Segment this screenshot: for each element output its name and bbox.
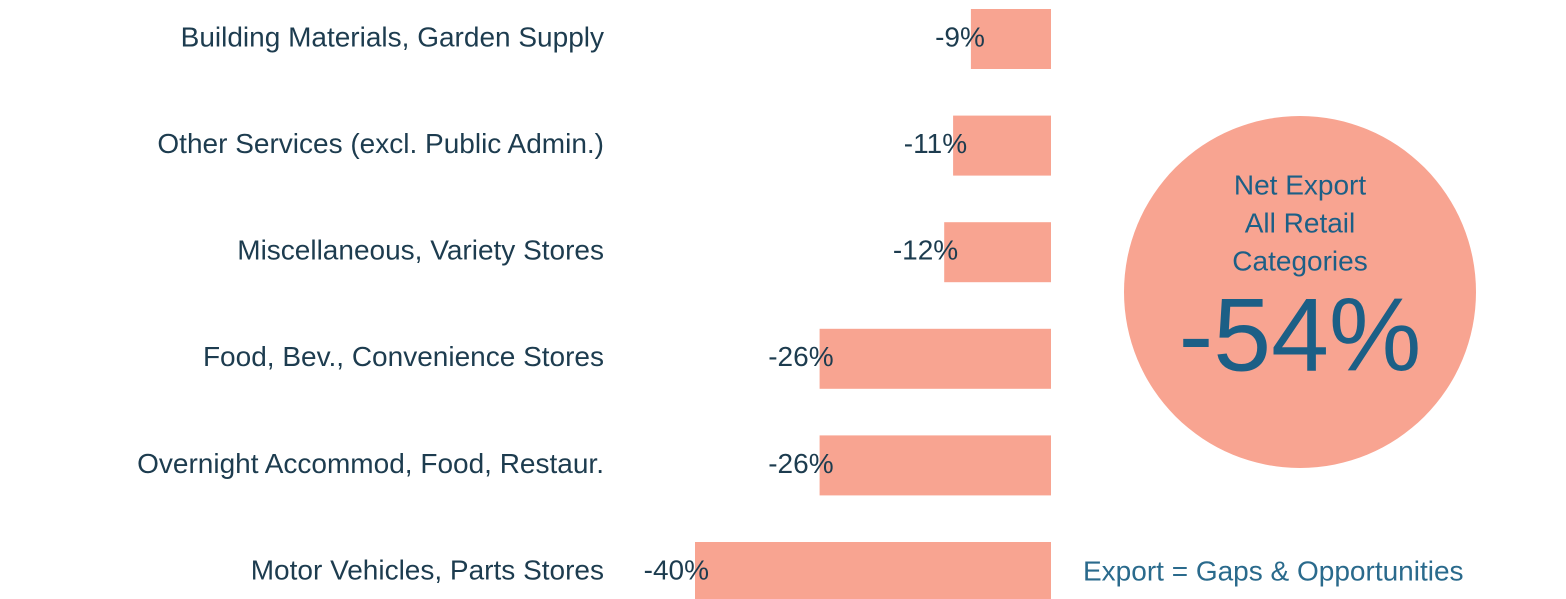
footnote: Export = Gaps & Opportunities <box>1083 555 1464 586</box>
value-label: -26% <box>768 448 833 479</box>
value-label: -40% <box>644 554 709 585</box>
value-label: -12% <box>893 235 958 266</box>
category-label: Food, Bev., Convenience Stores <box>203 341 604 372</box>
bar <box>953 115 1051 176</box>
bar <box>695 542 1051 599</box>
value-label: -9% <box>935 21 985 52</box>
category-label: Building Materials, Garden Supply <box>181 21 604 52</box>
bar <box>944 222 1051 283</box>
value-label: -11% <box>904 128 967 159</box>
summary-line: Categories <box>1232 245 1367 276</box>
value-label: -26% <box>768 341 833 372</box>
bar <box>970 9 1051 69</box>
category-label: Miscellaneous, Variety Stores <box>237 235 604 266</box>
summary-circle <box>1124 116 1476 468</box>
summary-value: -54% <box>1179 277 1422 393</box>
summary-line: All Retail <box>1245 207 1355 238</box>
bar <box>819 328 1051 389</box>
category-label: Motor Vehicles, Parts Stores <box>251 554 604 585</box>
category-label: Overnight Accommod, Food, Restaur. <box>137 448 604 479</box>
summary-line: Net Export <box>1234 169 1366 200</box>
bar <box>819 435 1051 496</box>
category-label: Other Services (excl. Public Admin.) <box>157 128 604 159</box>
